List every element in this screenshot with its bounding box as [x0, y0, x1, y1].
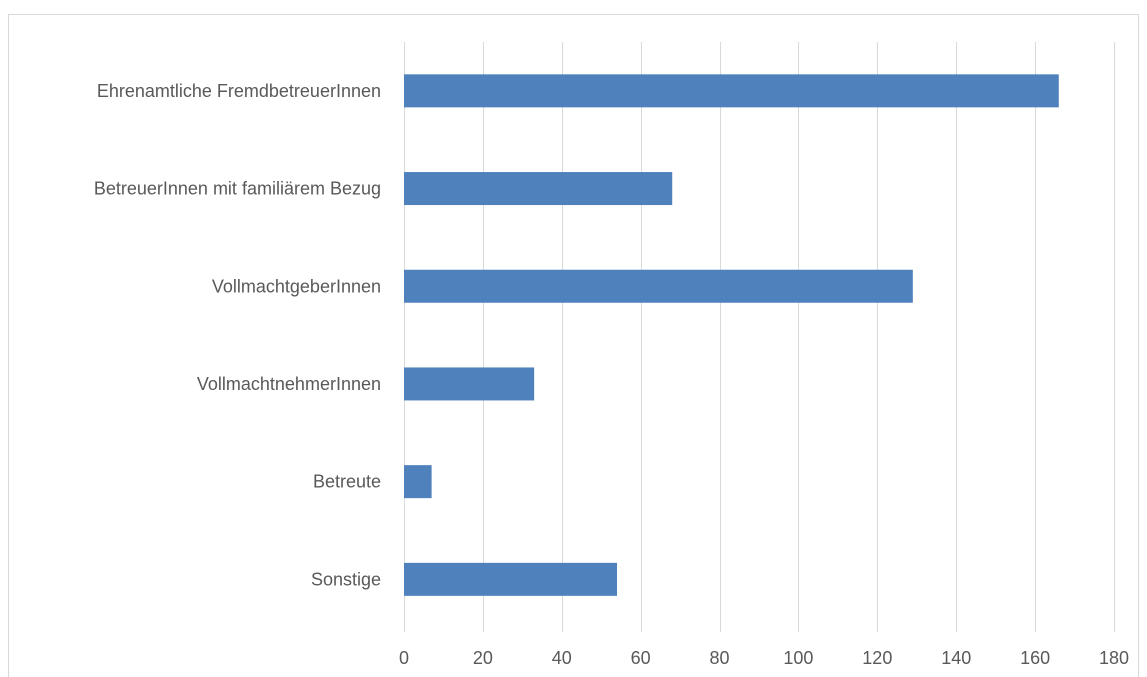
- x-tick-label: 0: [399, 648, 409, 668]
- bars: [404, 74, 1059, 596]
- x-tick-label: 80: [710, 648, 730, 668]
- x-tick-label: 40: [552, 648, 572, 668]
- bar: [404, 562, 617, 596]
- category-labels: Ehrenamtliche FremdbetreuerInnen Betreuer…: [94, 81, 381, 589]
- bar: [404, 172, 673, 206]
- x-tick-label: 140: [941, 648, 971, 668]
- category-label: BetreuerInnen mit familiärem Bezug: [94, 179, 381, 199]
- category-label: VollmachtnehmerInnen: [197, 374, 381, 394]
- bar: [404, 269, 913, 303]
- x-tick-label: 160: [1020, 648, 1050, 668]
- x-tick-label: 120: [862, 648, 892, 668]
- bar: [404, 465, 432, 499]
- category-label: Ehrenamtliche FremdbetreuerInnen: [97, 81, 381, 101]
- category-label: VollmachtgeberInnen: [212, 276, 381, 296]
- x-tick-label: 100: [783, 648, 813, 668]
- grid-lines: [404, 42, 1115, 632]
- x-axis-tick-labels: 0 20 40 60 80 100 120 140 160 180: [399, 648, 1129, 668]
- bar: [404, 367, 535, 401]
- x-tick-label: 60: [631, 648, 651, 668]
- x-tick-label: 20: [473, 648, 493, 668]
- bar: [404, 74, 1059, 108]
- category-label: Betreute: [313, 472, 381, 492]
- category-label: Sonstige: [311, 569, 381, 589]
- x-tick-label: 180: [1099, 648, 1129, 668]
